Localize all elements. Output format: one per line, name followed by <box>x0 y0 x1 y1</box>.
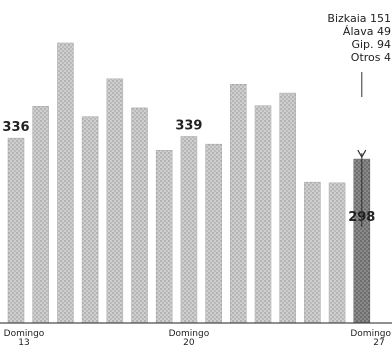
bar-26 <box>328 182 346 324</box>
bar-16 <box>81 116 99 324</box>
annotation-line-1: Bizkaia 151 <box>327 12 391 25</box>
annotation-line-2: Álava 49 <box>343 25 391 38</box>
annotation-line-3: Gip. 94 <box>351 38 391 51</box>
bar-19 <box>155 150 173 324</box>
x-tick-label-13-line1: Domingo <box>4 329 45 339</box>
bar-20 <box>180 136 198 324</box>
bars-layer <box>7 42 371 324</box>
bar-18 <box>131 107 148 324</box>
bar-23 <box>254 105 272 324</box>
bar-22 <box>230 84 247 324</box>
x-tick-label-27-line1: Domingo <box>350 329 391 339</box>
annotation-line-4: Otros 4 <box>351 51 391 64</box>
x-tick-label-27-line2: 27 <box>373 338 384 348</box>
bar-value-label-20: 339 <box>175 119 202 134</box>
bar-14 <box>32 106 50 324</box>
bar-15 <box>57 42 74 324</box>
bar-17 <box>106 78 124 324</box>
x-tick-label-20-line1: Domingo <box>169 329 210 339</box>
annotation-arrowhead <box>357 149 367 159</box>
bar-value-label-13: 336 <box>2 120 29 135</box>
bar-24 <box>279 92 297 324</box>
x-tick-label-20-line2: 20 <box>183 338 195 348</box>
x-tick-label-13-line2: 13 <box>18 338 29 348</box>
bar-21 <box>205 143 222 324</box>
bar-13 <box>7 137 25 324</box>
bar-25 <box>304 181 321 324</box>
